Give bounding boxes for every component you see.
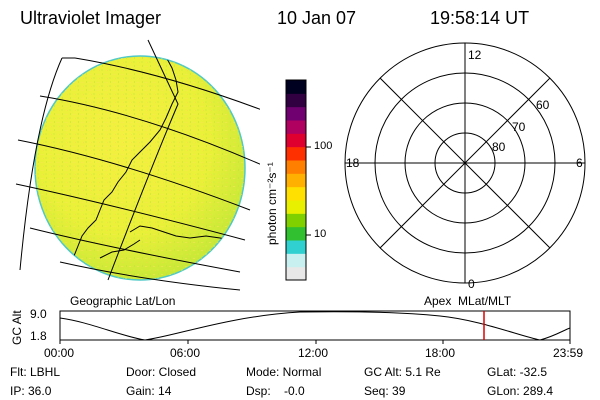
- status-dsp: Dsp: -0.0: [246, 384, 305, 398]
- status-filter: Flt: LBHL: [10, 365, 61, 379]
- colorbar-cell: [286, 173, 306, 188]
- apex-caption: Apex MLat/MLT: [424, 294, 512, 308]
- colorbar-cell: [286, 240, 306, 254]
- date-label: 10 Jan 07: [277, 8, 357, 28]
- colorbar-cell: [286, 93, 306, 108]
- mlt-label-6: 6: [576, 156, 583, 170]
- status-glon: GLon: 289.4: [487, 384, 554, 398]
- altitude-ylabel: GC Alt: [10, 310, 24, 345]
- geographic-map: [15, 39, 260, 291]
- altitude-xtick: 18:00: [425, 346, 456, 360]
- mlt-label-12: 12: [468, 48, 482, 62]
- colorbar-cell: [286, 146, 306, 161]
- colorbar-cell: [286, 266, 306, 281]
- time-label: 19:58:14 UT: [430, 8, 530, 28]
- colorbar-unit-label: photon cm⁻²s⁻¹: [265, 162, 279, 245]
- status-door: Door: Closed: [126, 365, 197, 379]
- lat-label-80: 80: [492, 140, 506, 154]
- status-gc-alt: GC Alt: 5.1 Re: [364, 365, 441, 379]
- colorbar-cell: [286, 200, 306, 214]
- altitude-xtick: 06:00: [170, 346, 201, 360]
- mlt-label-0: 0: [468, 277, 475, 291]
- colorbar-tick-100: 100: [314, 140, 333, 152]
- colorbar-cell: [286, 80, 306, 94]
- altitude-ytick-high: 9.0: [30, 307, 47, 321]
- geographic-caption: Geographic Lat/Lon: [70, 294, 176, 308]
- colorbar-cell: [286, 226, 306, 241]
- altitude-xtick: 12:00: [298, 346, 329, 360]
- altitude-plot: [59, 310, 571, 344]
- status-glat: GLat: -32.5: [487, 365, 548, 379]
- colorbar-cell: [286, 106, 306, 121]
- status-ip: IP: 36.0: [10, 384, 52, 398]
- altitude-ytick-low: 1.8: [30, 329, 47, 343]
- colorbar-cell: [286, 186, 306, 201]
- polar-plot: [344, 42, 586, 284]
- altitude-xtick: 00:00: [44, 346, 75, 360]
- lat-label-60: 60: [536, 98, 550, 112]
- altitude-xtick: 23:59: [553, 346, 584, 360]
- instrument-title: Ultraviolet Imager: [20, 8, 162, 28]
- colorbar-cell: [286, 213, 306, 228]
- status-mode: Mode: Normal: [246, 365, 322, 379]
- colorbar-cell: [286, 120, 306, 134]
- altitude-curve: [59, 311, 571, 341]
- lat-label-70: 70: [512, 120, 526, 134]
- colorbar-cell: [286, 160, 306, 174]
- colorbar-cell: [286, 133, 306, 148]
- status-gain: Gain: 14: [126, 384, 172, 398]
- colorbar-cell: [286, 253, 306, 268]
- colorbar-tick-10: 10: [314, 228, 327, 240]
- latlon-grid: [15, 39, 260, 291]
- mlt-label-18: 18: [346, 156, 360, 170]
- colorbar: [285, 79, 311, 281]
- status-seq: Seq: 39: [364, 384, 406, 398]
